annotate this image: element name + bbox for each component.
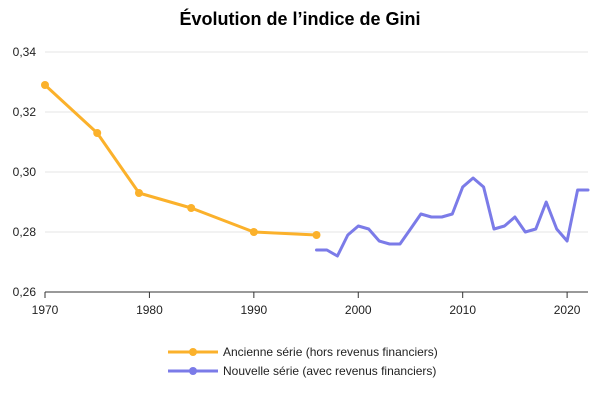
series-1-point bbox=[312, 231, 321, 239]
chart-title: Évolution de l’indice de Gini bbox=[179, 8, 420, 29]
series-1-point bbox=[249, 228, 258, 236]
legend-swatch-marker bbox=[189, 348, 197, 356]
series-1-point bbox=[134, 189, 143, 197]
y-tick-label: 0,34 bbox=[13, 45, 37, 59]
axes: 0,26 0,28 0,30 0,32 0,34 1970 1980 1990 2000 2010… bbox=[13, 45, 588, 317]
legend-item-1[interactable]: Ancienne série (hors revenus financiers) bbox=[168, 345, 438, 359]
y-tick-label: 0,26 bbox=[13, 285, 37, 299]
series-1-point bbox=[187, 204, 196, 212]
y-tick-label: 0,32 bbox=[13, 105, 37, 119]
x-tick-label: 1990 bbox=[240, 303, 267, 317]
series-line-1 bbox=[43, 83, 318, 237]
legend: Ancienne série (hors revenus financiers)… bbox=[168, 345, 438, 378]
x-tick-label: 1970 bbox=[32, 303, 59, 317]
legend-swatch-marker bbox=[189, 367, 197, 375]
series-1-point bbox=[93, 129, 102, 137]
grid-lines bbox=[45, 51, 588, 293]
y-tick-label: 0,30 bbox=[13, 165, 37, 179]
series-lines bbox=[41, 81, 590, 258]
series-line-2 bbox=[315, 176, 590, 258]
legend-label: Ancienne série (hors revenus financiers) bbox=[223, 345, 438, 359]
series-1-point bbox=[41, 81, 49, 89]
legend-item-2[interactable]: Nouvelle série (avec revenus financiers) bbox=[168, 364, 436, 378]
x-tick-label: 2020 bbox=[554, 303, 581, 317]
legend-label: Nouvelle série (avec revenus financiers) bbox=[223, 364, 436, 378]
x-tick-label: 1980 bbox=[136, 303, 163, 317]
x-tick-label: 2010 bbox=[449, 303, 476, 317]
x-tick-label: 2000 bbox=[345, 303, 372, 317]
y-tick-label: 0,28 bbox=[13, 225, 37, 239]
